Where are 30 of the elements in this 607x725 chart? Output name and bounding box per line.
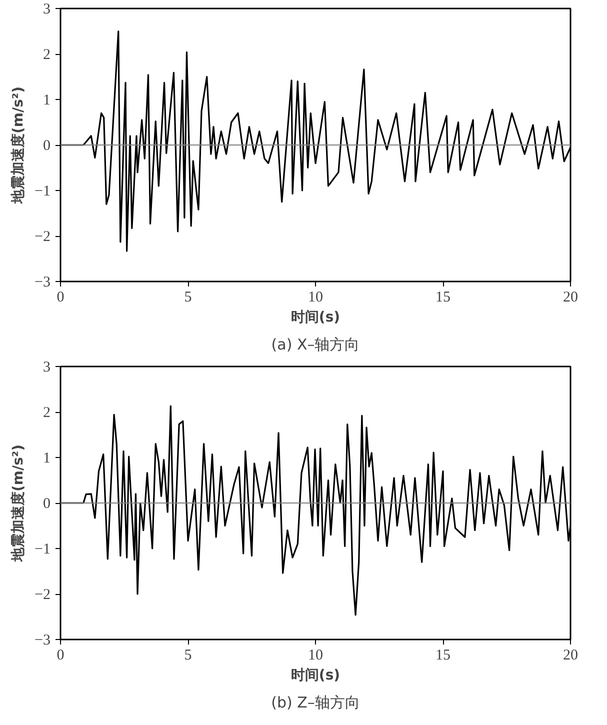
text: (a) X–轴方向: [271, 336, 360, 354]
x-tick-label: 5: [184, 648, 192, 664]
y-tick-label: 2: [43, 47, 50, 63]
x-tick-label: 20: [563, 290, 578, 306]
text: (b) Z–轴方向: [271, 694, 360, 712]
x-tick-label: 5: [184, 290, 192, 306]
y-tick-label: 0: [43, 496, 50, 512]
y-tick-label: −3: [34, 632, 51, 648]
y-tick-label: 3: [43, 360, 50, 376]
y-tick-label: −2: [34, 229, 51, 245]
x-tick-label: 15: [436, 290, 450, 306]
x-tick-label: 10: [308, 290, 323, 306]
x-axis-title: 时间(s): [290, 668, 340, 684]
y-tick-label: −1: [34, 184, 51, 200]
x-tick-label: 15: [436, 648, 450, 664]
y-tick-label: 0: [43, 138, 50, 154]
y-tick-label: 2: [43, 405, 50, 421]
y-tick-label: 1: [43, 450, 50, 466]
y-tick-label: 3: [43, 2, 50, 18]
y-tick-label: −2: [34, 587, 51, 603]
x-axis-title: 时间(s): [290, 310, 340, 326]
y-axis-title: 地震加速度(m/s²): [10, 86, 27, 204]
x-tick-label: 0: [56, 648, 64, 664]
y-tick-label: −1: [34, 542, 51, 558]
x-tick-label: 20: [563, 648, 578, 664]
y-axis-title: 地震加速度(m/s²): [10, 444, 27, 562]
x-tick-label: 0: [56, 290, 64, 306]
y-tick-label: −3: [34, 274, 51, 290]
x-tick-label: 10: [308, 648, 323, 664]
y-tick-label: 1: [43, 92, 50, 108]
